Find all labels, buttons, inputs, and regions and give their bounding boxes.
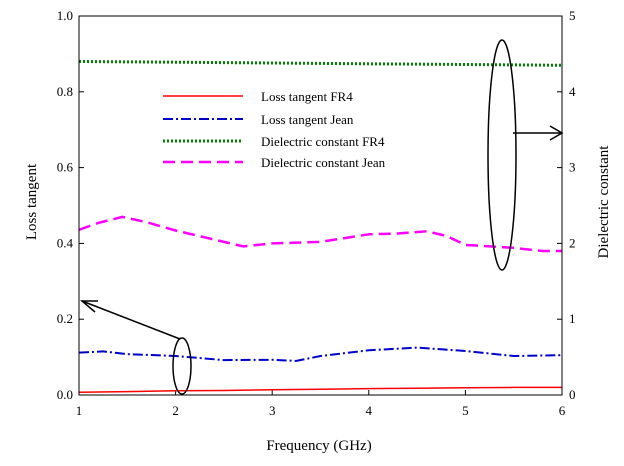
annotation-right-axis — [487, 39, 564, 271]
series-line-dielectric-constant-fr4 — [78, 60, 563, 67]
series-line-dielectric-constant-jean — [78, 215, 562, 253]
annotation-ellipse-dielectric-constant — [487, 39, 517, 271]
x-tick-label: 1 — [76, 403, 83, 418]
x-tick-label: 3 — [269, 403, 276, 418]
y-left-tick-label: 0.6 — [57, 160, 74, 175]
annotation-arrow-left-head — [79, 300, 98, 313]
plot-frame — [78, 15, 563, 396]
series-layer — [78, 60, 563, 394]
legend-label-loss-tangent-jean: Loss tangent Jean — [261, 112, 354, 127]
y-left-tick-label: 0.8 — [57, 84, 73, 99]
y-right-tick-label: 0 — [569, 387, 576, 402]
x-axis-title: Frequency (GHz) — [266, 438, 371, 454]
y-right-tick-label: 2 — [569, 235, 576, 250]
y-axis-right-title: Dielectric constant — [596, 145, 612, 259]
x-tick-label: 4 — [366, 403, 373, 418]
y-right-tick-label: 5 — [569, 8, 576, 23]
x-tick-label: 6 — [559, 403, 566, 418]
y-right-tick-label: 3 — [569, 160, 576, 175]
y-left-tick-label: 0.0 — [57, 387, 73, 402]
legend-label-dielectric-constant-fr4: Dielectric constant FR4 — [261, 134, 385, 149]
legend-label-loss-tangent-fr4: Loss tangent FR4 — [261, 89, 353, 104]
y-right-tick-label: 1 — [569, 311, 576, 326]
annotation-arrow-left-line — [81, 300, 181, 340]
series-line-loss-tangent-jean — [78, 346, 563, 362]
annotation-left-axis — [79, 300, 192, 395]
annotation-ellipse-loss-tangent — [172, 337, 192, 395]
y-left-tick-label: 1.0 — [57, 8, 73, 23]
legend: Loss tangent FR4 Loss tangent Jean Diele… — [163, 89, 386, 170]
y-axis-left-title: Loss tangent — [24, 163, 40, 240]
x-tick-label: 5 — [462, 403, 469, 418]
y-left-tick-label: 0.4 — [57, 235, 74, 250]
y-left-tick-label: 0.2 — [57, 311, 73, 326]
legend-label-dielectric-constant-jean: Dielectric constant Jean — [261, 155, 386, 170]
ticks-layer: 1 2 3 4 5 6 0.0 0.2 0.4 0.6 0.8 1.0 0 1 2 3 4 5 — [57, 8, 576, 418]
y-right-tick-label: 4 — [569, 84, 576, 99]
annotation-arrow-right-head — [549, 125, 564, 141]
x-tick-label: 2 — [172, 403, 179, 418]
series-line-loss-tangent-fr4 — [78, 386, 562, 394]
